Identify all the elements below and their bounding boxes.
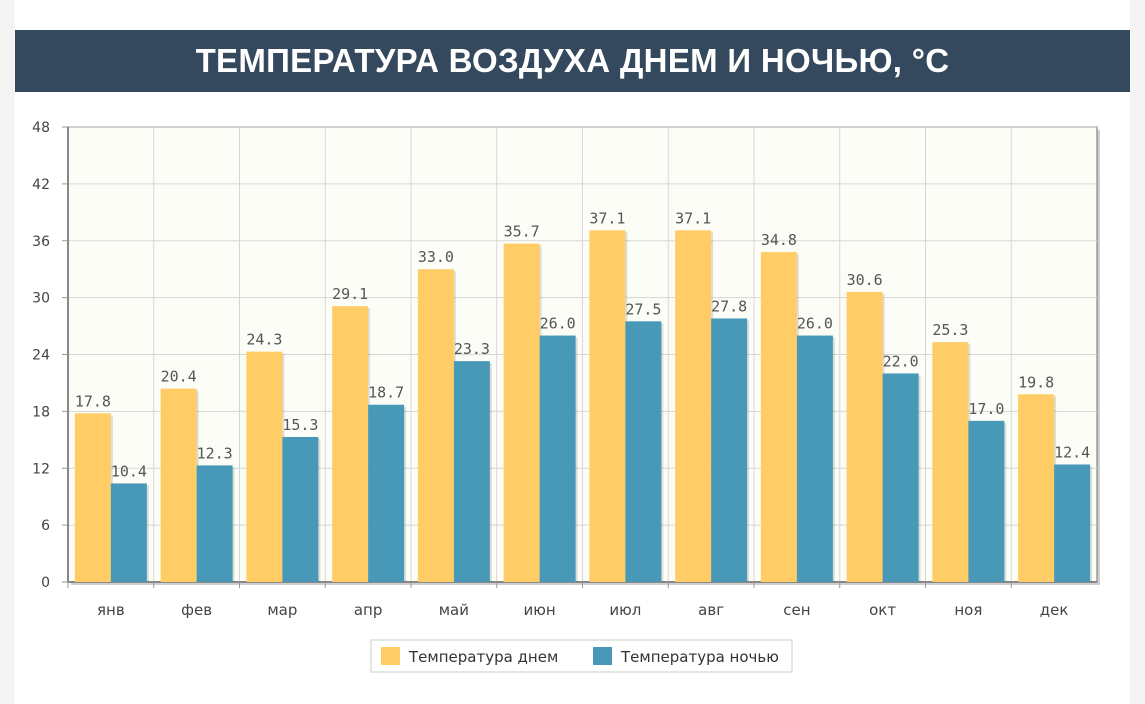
bar-day[interactable] <box>589 230 626 582</box>
data-label-day: 17.8 <box>75 392 111 410</box>
x-tick-label: июл <box>609 601 641 619</box>
bar-night[interactable] <box>282 436 319 582</box>
x-tick-label: июн <box>524 601 556 619</box>
data-label-day: 37.1 <box>589 209 625 227</box>
bar-day[interactable] <box>417 269 454 582</box>
legend-box <box>370 639 793 673</box>
data-labels: 17.8 10.4 20.4 12.3 24.3 15.3 29.1 18.7 33.0 23.3… <box>75 209 1090 480</box>
data-label-day: 20.4 <box>161 368 197 386</box>
bar-day[interactable] <box>503 243 540 582</box>
x-tick-label: фев <box>181 601 212 619</box>
data-label-day: 35.7 <box>504 223 540 241</box>
bar-night[interactable] <box>711 318 748 582</box>
bar-day[interactable] <box>932 342 969 582</box>
legend-label-day[interactable]: Температура днем <box>408 648 558 666</box>
x-tick-label: дек <box>1040 601 1069 619</box>
data-label-day: 24.3 <box>246 331 282 349</box>
axes: 0 6 12 18 24 30 36 42 48 янв фев мар апр май июн июл авг… <box>32 120 1097 619</box>
bar-day[interactable] <box>160 388 197 582</box>
x-tick-label: авг <box>698 601 724 619</box>
bar-night[interactable] <box>196 465 233 582</box>
chart-title: ТЕМПЕРАТУРА ВОЗДУХА ДНЕМ И НОЧЬЮ, °C <box>195 42 950 79</box>
data-label-day: 33.0 <box>418 248 454 266</box>
bar-night[interactable] <box>968 420 1005 582</box>
y-tick-label: 30 <box>32 291 50 307</box>
data-label-night: 10.4 <box>111 462 147 480</box>
bar-night[interactable] <box>539 335 576 582</box>
data-label-night: 26.0 <box>540 315 576 333</box>
chart-header: ТЕМПЕРАТУРА ВОЗДУХА ДНЕМ И НОЧЬЮ, °C <box>15 30 1130 92</box>
bars <box>74 230 1093 582</box>
bar-night[interactable] <box>625 321 662 582</box>
bar-night[interactable] <box>368 404 405 582</box>
data-label-day: 19.8 <box>1018 373 1054 391</box>
bar-day[interactable] <box>332 306 369 582</box>
data-label-night: 23.3 <box>454 340 490 358</box>
legend-swatch-day[interactable] <box>381 647 400 665</box>
x-tick-label: ноя <box>954 601 982 619</box>
data-label-day: 37.1 <box>675 209 711 227</box>
y-tick-label: 18 <box>32 404 50 420</box>
x-tick-label: янв <box>97 601 125 619</box>
data-label-day: 30.6 <box>847 271 883 289</box>
data-label-day: 34.8 <box>761 231 797 249</box>
y-tick-label: 6 <box>41 518 50 534</box>
data-label-night: 12.4 <box>1054 443 1090 461</box>
data-label-night: 15.3 <box>282 416 318 434</box>
data-label-night: 22.0 <box>883 352 919 370</box>
bar-day[interactable] <box>1018 394 1055 582</box>
y-tick-label: 48 <box>32 120 50 136</box>
data-label-day: 29.1 <box>332 285 368 303</box>
bar-day[interactable] <box>246 351 283 582</box>
y-tick-label: 42 <box>32 177 50 193</box>
data-label-night: 12.3 <box>197 444 233 462</box>
x-tick-label: мар <box>267 601 297 619</box>
bar-day[interactable] <box>760 252 797 582</box>
x-tick-label: май <box>439 601 469 619</box>
legend[interactable]: Температура днем Температура ночью <box>370 639 793 673</box>
x-tick-label: апр <box>354 601 383 619</box>
y-tick-label: 0 <box>41 575 50 591</box>
legend-label-night[interactable]: Температура ночью <box>620 648 779 666</box>
bar-day[interactable] <box>74 413 111 582</box>
data-label-night: 27.8 <box>711 297 747 315</box>
bar-day[interactable] <box>675 230 712 582</box>
bar-night[interactable] <box>882 373 919 582</box>
bar-day[interactable] <box>846 291 883 582</box>
data-label-night: 17.0 <box>968 400 1004 418</box>
data-label-night: 27.5 <box>625 300 661 318</box>
y-tick-label: 36 <box>32 234 50 250</box>
y-tick-label: 24 <box>32 348 50 364</box>
y-tick-label: 12 <box>32 461 50 477</box>
data-label-night: 26.0 <box>797 315 833 333</box>
legend-swatch-night[interactable] <box>593 647 612 665</box>
bar-night[interactable] <box>796 335 833 582</box>
x-tick-label: окт <box>869 601 896 619</box>
bar-night[interactable] <box>1054 464 1091 582</box>
bar-night[interactable] <box>453 361 490 582</box>
data-label-day: 25.3 <box>932 321 968 339</box>
bar-night[interactable] <box>110 483 147 582</box>
data-label-night: 18.7 <box>368 384 404 402</box>
x-tick-label: сен <box>783 601 810 619</box>
